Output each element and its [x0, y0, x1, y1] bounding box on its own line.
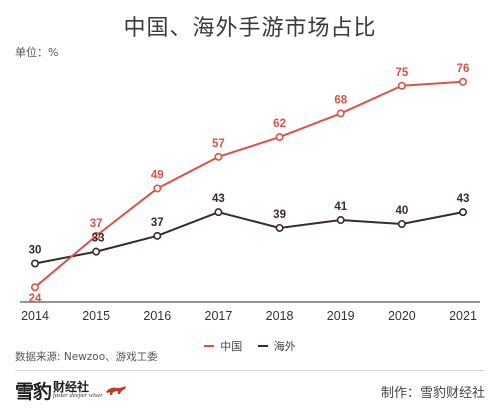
legend-label-overseas: 海外 [273, 340, 296, 353]
brand-logo: 雪豹 财经社 faster deeper wiser [15, 375, 127, 405]
data-label-china: 68 [334, 94, 347, 106]
data-label-china: 57 [212, 138, 225, 150]
data-point-overseas [275, 223, 284, 232]
data-label-overseas: 40 [395, 205, 408, 217]
credit-text: 制作：雪豹财经社 [380, 386, 485, 401]
data-point-china [336, 109, 345, 118]
data-label-china: 76 [457, 63, 470, 75]
data-point-china [275, 133, 284, 142]
data-label-overseas: 41 [334, 201, 347, 213]
legend-item-overseas: 海外 [257, 338, 296, 354]
data-label-overseas: 33 [92, 233, 105, 245]
data-label-overseas: 39 [273, 209, 286, 221]
data-point-overseas [397, 220, 406, 229]
chart-title: 中国、海外手游市场占比 [123, 16, 377, 41]
data-label-china: 24 [29, 293, 42, 305]
x-tick-label: 2018 [266, 309, 294, 323]
x-tick-label: 2014 [21, 309, 49, 323]
x-tick-label: 2020 [388, 309, 416, 323]
series-line-overseas [34, 211, 464, 265]
data-point-china [397, 81, 406, 90]
legend-swatch-overseas [257, 345, 268, 347]
legend-item-china: 中国 [204, 338, 242, 354]
data-label-china: 37 [90, 218, 103, 230]
logo-sub-en: faster deeper wiser [53, 391, 103, 399]
x-tick-label: 2016 [143, 309, 171, 323]
data-point-china [214, 152, 223, 161]
data-point-china [92, 231, 101, 240]
data-point-china [30, 283, 39, 292]
data-point-overseas [214, 208, 223, 217]
data-point-china [458, 77, 467, 86]
logo-sub-cn: 财经社 [53, 379, 90, 394]
data-point-overseas [92, 247, 101, 256]
data-label-overseas: 30 [29, 245, 42, 257]
x-tick-label: 2015 [82, 309, 110, 323]
x-tick-label: 2017 [205, 309, 233, 323]
data-point-overseas [458, 208, 467, 217]
data-point-overseas [30, 259, 39, 268]
leopard-icon [105, 386, 126, 395]
chart-legend: 中国 海外 [0, 337, 500, 354]
data-point-overseas [153, 231, 162, 240]
data-point-china [153, 184, 162, 193]
data-label-overseas: 43 [212, 193, 225, 205]
data-label-overseas: 43 [457, 193, 470, 205]
series-line-china [34, 80, 464, 288]
x-tick-label: 2019 [327, 309, 355, 323]
legend-swatch-china [204, 345, 215, 347]
line-chart: 2014 2015 2016 2017 2018 2019 2020 2021 24 37 49 57… [20, 63, 480, 323]
legend-label-china: 中国 [220, 340, 243, 353]
data-source: 数据来源: Newzoo、游戏工委 [15, 351, 158, 363]
data-label-china: 75 [395, 67, 408, 79]
footer-divider [15, 370, 485, 371]
unit-label: 单位：% [15, 46, 59, 59]
x-tick-label: 2021 [449, 309, 477, 323]
data-label-china: 49 [151, 169, 164, 181]
data-label-china: 62 [273, 118, 286, 130]
logo-subtext: 财经社 faster deeper wiser [53, 381, 103, 400]
logo-brand-text: 雪豹 [15, 380, 52, 403]
data-point-overseas [336, 216, 345, 225]
data-label-overseas: 37 [151, 217, 164, 229]
